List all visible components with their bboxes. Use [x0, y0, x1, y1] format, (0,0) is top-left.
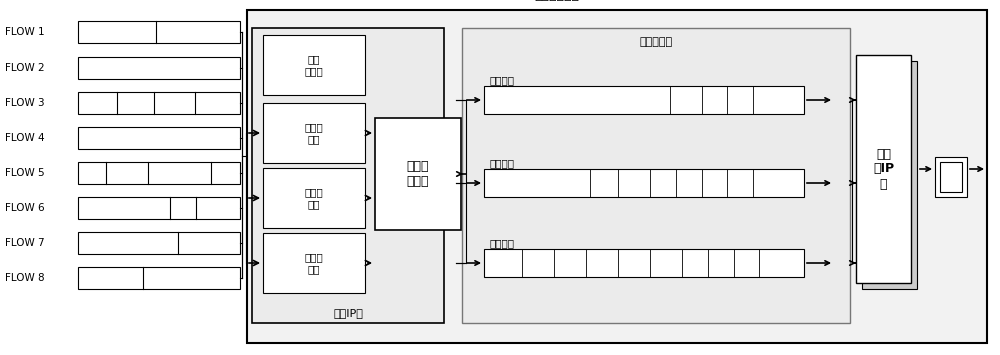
Bar: [263, 35, 365, 95]
Text: 延时敏
感型: 延时敏 感型: [305, 122, 323, 144]
Bar: [940, 162, 962, 192]
Text: 改进的调度器: 改进的调度器: [534, 0, 580, 2]
Bar: [935, 157, 967, 197]
Bar: [78, 127, 240, 149]
Text: 带宽敏
感型: 带宽敏 感型: [305, 187, 323, 209]
Bar: [462, 28, 850, 323]
Bar: [484, 86, 804, 114]
Bar: [78, 21, 240, 43]
Bar: [862, 61, 917, 289]
Bar: [375, 118, 461, 230]
Bar: [247, 10, 987, 343]
Bar: [484, 169, 804, 197]
Text: 端口
查找表: 端口 查找表: [305, 54, 323, 76]
Bar: [78, 162, 240, 184]
Text: 调度IP核: 调度IP核: [333, 308, 363, 318]
Text: 改进型
调度器: 改进型 调度器: [407, 160, 429, 188]
Text: FLOW 6: FLOW 6: [5, 203, 45, 213]
Text: 状态
机IP
核: 状态 机IP 核: [873, 147, 894, 191]
Bar: [484, 249, 804, 277]
Bar: [78, 92, 240, 114]
Text: FLOW 5: FLOW 5: [5, 168, 45, 178]
Text: FLOW 2: FLOW 2: [5, 63, 45, 73]
Text: 中优先级: 中优先级: [489, 158, 514, 168]
Bar: [78, 267, 240, 289]
Bar: [263, 103, 365, 163]
Bar: [263, 233, 365, 293]
Text: 低优先级: 低优先级: [489, 238, 514, 248]
Bar: [78, 232, 240, 254]
Text: 传统调度器: 传统调度器: [639, 37, 673, 47]
Text: FLOW 4: FLOW 4: [5, 133, 45, 143]
Bar: [78, 57, 240, 79]
Text: FLOW 3: FLOW 3: [5, 98, 45, 108]
Bar: [78, 197, 240, 219]
Text: FLOW 7: FLOW 7: [5, 238, 45, 248]
Text: FLOW 1: FLOW 1: [5, 27, 45, 37]
Bar: [263, 168, 365, 228]
Text: FLOW 8: FLOW 8: [5, 273, 45, 283]
Bar: [252, 28, 444, 323]
Text: 高优先级: 高优先级: [489, 75, 514, 85]
Text: 期限敏
感型: 期限敏 感型: [305, 252, 323, 274]
Bar: [856, 55, 911, 283]
